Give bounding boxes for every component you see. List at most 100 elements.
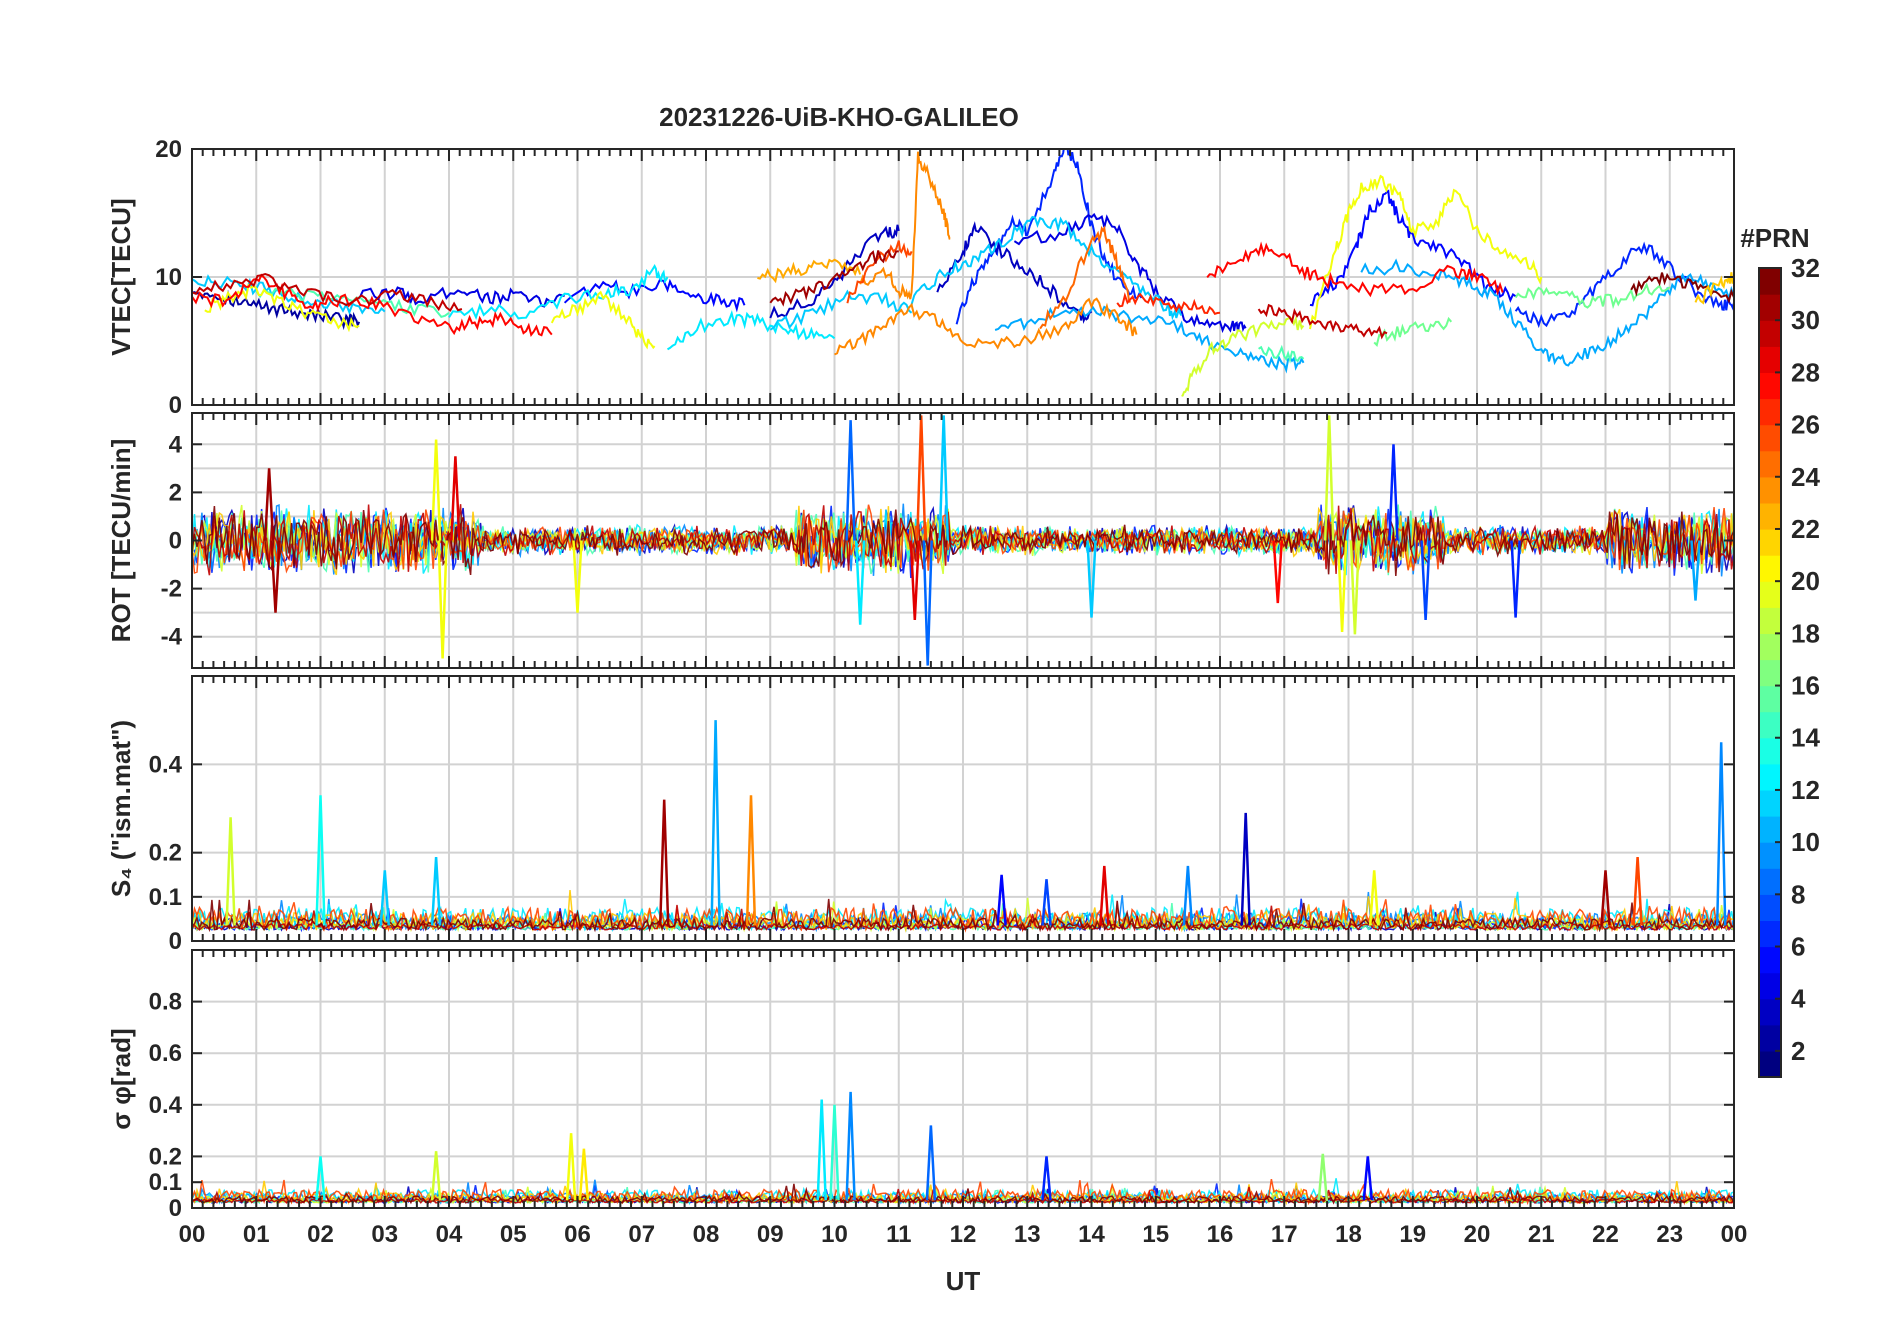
- colorbar-segment: [1759, 398, 1781, 426]
- x-tick-label: 04: [436, 1221, 463, 1248]
- s4-spike-prn-29: [1099, 865, 1110, 926]
- colorbar-segment: [1759, 894, 1781, 921]
- rot-spike-prn-8: [845, 420, 856, 541]
- colorbar-label: #PRN: [1740, 223, 1809, 253]
- colorbar-segment: [1759, 633, 1781, 661]
- s4-spike-prn-11: [430, 857, 442, 926]
- colorbar-tick-label: 10: [1791, 827, 1820, 857]
- s4-spike-prn-31: [658, 799, 670, 926]
- rot-spike-prn-12: [854, 540, 866, 625]
- x-tick-label: 14: [1078, 1221, 1105, 1248]
- y-axis-label-s4: S₄ ("ism.mat"): [106, 720, 136, 897]
- vtec-series-prn-16: [1514, 282, 1671, 310]
- vtec-series-prn-12: [666, 309, 836, 351]
- colorbar-segment: [1759, 1024, 1781, 1052]
- rot-spike-prn-7: [1420, 540, 1431, 620]
- vtec-series-prn-31: [769, 248, 899, 307]
- x-tick-label: 01: [243, 1221, 270, 1248]
- rot-spike-prn-29: [909, 540, 921, 620]
- colorbar-segment: [1759, 320, 1781, 347]
- colorbar-segment: [1759, 868, 1781, 895]
- x-tick-label: 06: [564, 1221, 591, 1248]
- colorbar-tick-label: 14: [1791, 723, 1820, 753]
- s4-spike-prn-9: [1715, 742, 1727, 926]
- sigma-spike-prn-20: [565, 1133, 577, 1201]
- rot-spike-prn-26: [915, 415, 927, 541]
- vtec-series-prn-11: [192, 274, 386, 315]
- vtec-series-prn-12: [448, 264, 669, 321]
- sigma-spike-prn-13: [315, 1156, 326, 1201]
- s4-spike-prn-31: [1600, 870, 1611, 926]
- colorbar-tick-label: 16: [1791, 671, 1820, 701]
- x-tick-label: 23: [1656, 1221, 1683, 1248]
- sigma-spike-prn-8: [925, 1125, 937, 1201]
- y-tick-label: 2: [169, 479, 182, 506]
- colorbar-segment: [1759, 268, 1781, 295]
- plot-area-rot: [192, 415, 1734, 666]
- x-tick-label: 22: [1592, 1221, 1619, 1248]
- colorbar-segment: [1759, 998, 1781, 1026]
- plot-area-vtec: [192, 149, 1734, 397]
- vtec-series-prn-10: [1360, 258, 1734, 367]
- colorbar-segment: [1759, 920, 1781, 948]
- vtec-series-prn-5: [563, 278, 746, 313]
- rot-spike-prn-20: [437, 540, 448, 659]
- sigma-spike-prn-6: [1041, 1156, 1052, 1201]
- rot-series-prn-32: [192, 506, 1734, 577]
- s4-series-prn-12: [192, 891, 1734, 933]
- vtec-series-prn-26: [846, 240, 913, 304]
- x-tick-label: 15: [1142, 1221, 1169, 1248]
- colorbar-tick-label: 22: [1791, 514, 1820, 544]
- vtec-series-prn-30: [192, 273, 463, 312]
- rot-series-prn-26: [192, 504, 1734, 574]
- rot-spike-prn-29: [450, 456, 461, 541]
- s4-series-prn-30: [192, 904, 1734, 932]
- colorbar-segment: [1759, 294, 1781, 321]
- colorbar-tick-label: 4: [1791, 984, 1806, 1014]
- colorbar-segment: [1759, 659, 1781, 687]
- rot-spike-prn-31: [263, 468, 275, 541]
- colorbar-segment: [1759, 763, 1781, 791]
- figure-title: 20231226-UiB-KHO-GALILEO: [659, 102, 1019, 132]
- rot-spike-prn-8: [922, 540, 933, 666]
- x-ticks-rot: [191, 413, 1735, 668]
- colorbar-tick-label: 6: [1791, 932, 1805, 962]
- colorbar-segment: [1759, 450, 1781, 478]
- colorbar-tick-label: 28: [1791, 357, 1820, 387]
- x-tick-label: 09: [757, 1221, 784, 1248]
- sigma-spike-prn-21: [578, 1148, 590, 1201]
- s4-spike-prn-24: [745, 795, 757, 926]
- y-tick-label: 0: [169, 392, 182, 419]
- y-tick-label: 0.6: [149, 1040, 182, 1067]
- s4-spike-prn-26: [1632, 857, 1643, 926]
- rot-spike-prn-20: [430, 439, 442, 541]
- sigma-spike-prn-12: [816, 1099, 827, 1201]
- colorbar-frame: [1758, 267, 1782, 1078]
- panel-rot: -4 -2 0 2 4 ROT [TECU/min]: [106, 412, 1735, 669]
- vtec-series-prn-20: [550, 290, 656, 350]
- colorbar-segment: [1759, 816, 1781, 843]
- colorbar-segment: [1759, 424, 1781, 452]
- sigma-spike-prn-19: [430, 1151, 442, 1201]
- colorbar-tick-label: 12: [1791, 775, 1820, 805]
- vtec-series-prn-25: [1039, 225, 1131, 330]
- vtec-series-prn-11: [910, 215, 1183, 321]
- colorbar-segment: [1759, 372, 1781, 400]
- colorbar-tick-label: 18: [1791, 618, 1820, 648]
- colorbar-segment: [1759, 737, 1781, 765]
- rot-spike-prn-19: [1349, 540, 1361, 635]
- sigma-spike-prn-9: [845, 1091, 856, 1201]
- y-tick-label: 4: [169, 431, 183, 458]
- sigma-spike-prn-5: [1362, 1156, 1374, 1201]
- x-tick-label: 03: [371, 1221, 398, 1248]
- vtec-series-prn-3: [936, 221, 1093, 324]
- rot-spike-prn-6: [1510, 540, 1521, 618]
- y-axis-label-sigma: σ φ[rad]: [106, 1028, 136, 1129]
- x-tick-label: 17: [1271, 1221, 1298, 1248]
- x-tick-label: 00: [179, 1221, 206, 1248]
- x-axis-label: UT: [946, 1266, 981, 1296]
- x-tick-label: 07: [628, 1221, 655, 1248]
- y-axis-label-vtec: VTEC[TECU]: [106, 198, 136, 355]
- colorbar-tick-label: 20: [1791, 566, 1820, 596]
